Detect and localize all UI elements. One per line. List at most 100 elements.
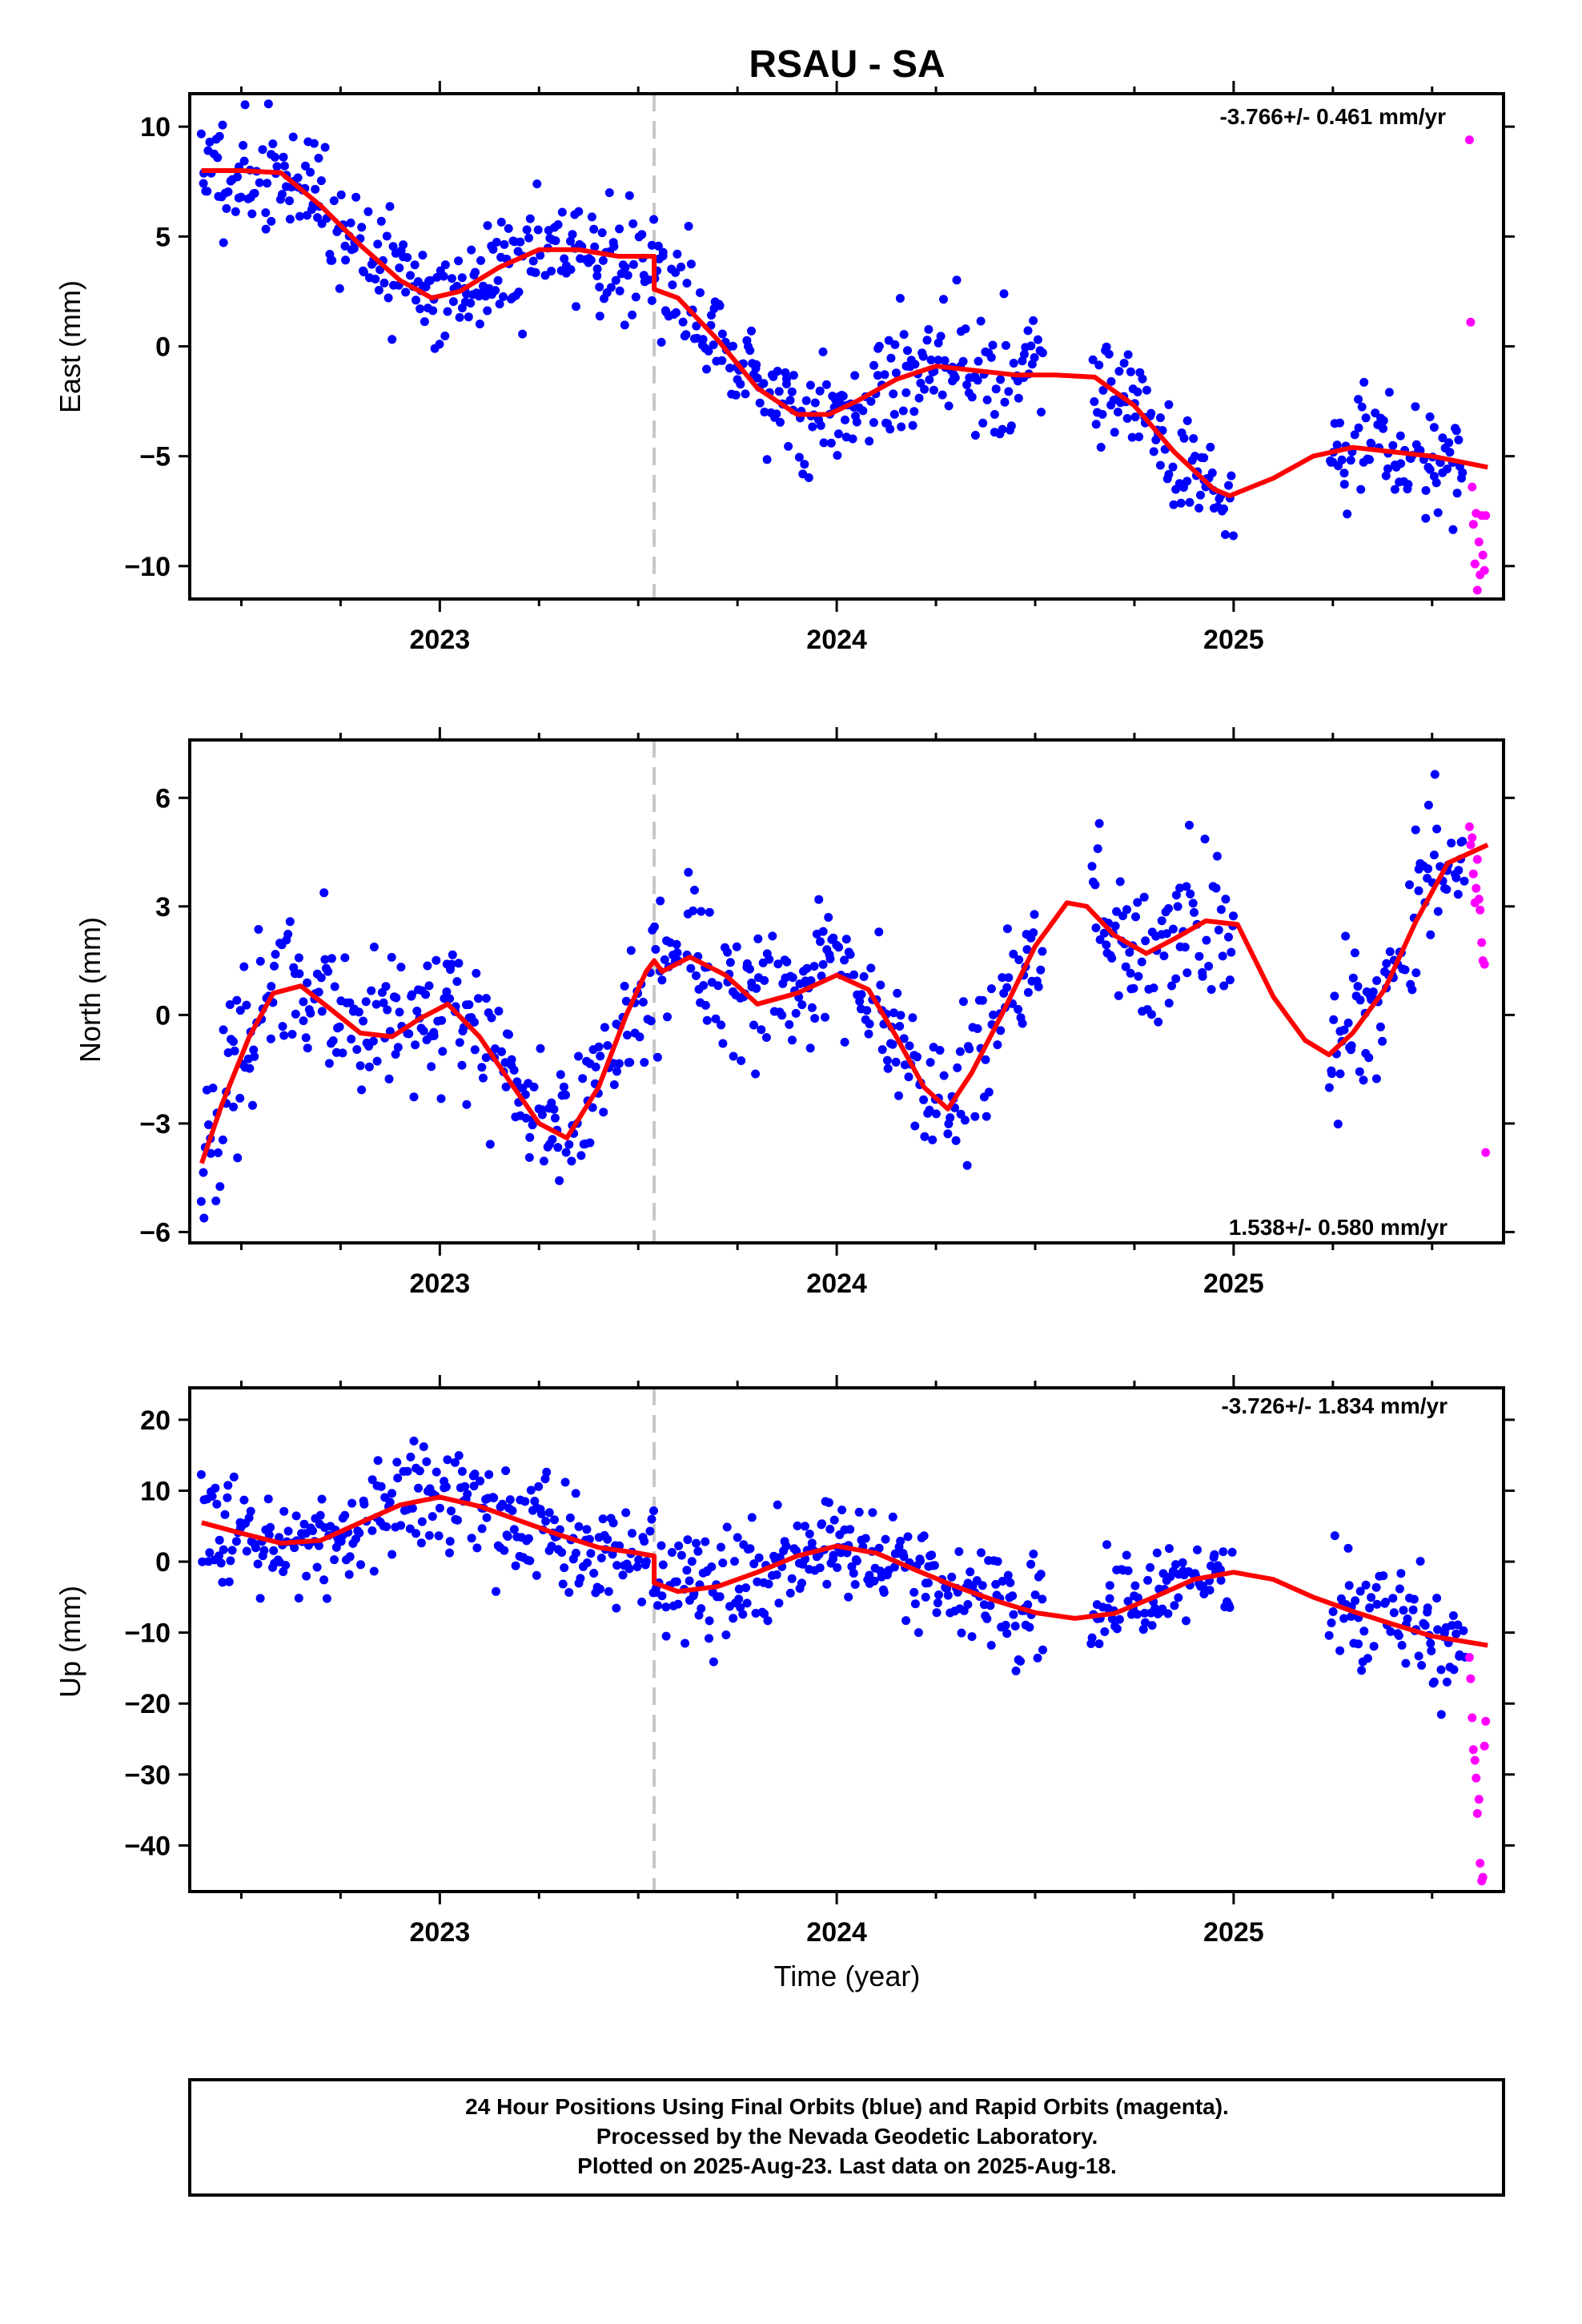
east-final-point xyxy=(500,239,509,249)
north-final-point xyxy=(998,973,1007,983)
up-final-point xyxy=(852,1556,861,1566)
north-ytick-label: −6 xyxy=(139,1217,171,1248)
north-final-point xyxy=(529,1082,539,1092)
north-ytick-label: 6 xyxy=(155,783,171,814)
east-final-point xyxy=(874,341,884,351)
north-final-point xyxy=(278,1022,287,1031)
north-final-point xyxy=(692,971,701,980)
east-final-point xyxy=(920,384,930,394)
up-final-point xyxy=(223,1481,233,1490)
up-final-point xyxy=(844,1592,853,1602)
east-final-point xyxy=(493,275,503,285)
up-final-point xyxy=(1386,1626,1395,1636)
up-final-point xyxy=(382,1522,391,1531)
east-final-point xyxy=(448,297,458,307)
up-ytick-label: −10 xyxy=(124,1618,171,1649)
east-final-point xyxy=(1098,409,1107,419)
up-final-point xyxy=(674,1541,684,1550)
up-final-point xyxy=(1432,1594,1442,1603)
east-final-point xyxy=(279,161,289,171)
north-final-point xyxy=(620,981,629,991)
north-final-point xyxy=(1423,800,1433,810)
east-final-point xyxy=(301,161,310,171)
up-final-point xyxy=(977,1548,986,1558)
up-final-point xyxy=(1420,1621,1430,1630)
east-final-point xyxy=(316,176,326,186)
up-final-point xyxy=(419,1442,428,1451)
east-final-point xyxy=(418,251,428,260)
north-final-point xyxy=(1229,911,1238,921)
east-final-point xyxy=(1014,393,1023,403)
north-final-point xyxy=(718,1039,728,1048)
east-final-point xyxy=(974,356,983,366)
north-final-point xyxy=(1221,895,1231,904)
east-final-point xyxy=(474,292,484,301)
up-final-point xyxy=(888,1512,897,1522)
east-final-point xyxy=(560,254,569,263)
up-final-point xyxy=(359,1499,369,1509)
north-final-point xyxy=(487,1013,496,1023)
up-final-point xyxy=(367,1526,377,1535)
north-final-point xyxy=(306,1008,315,1018)
up-final-point xyxy=(1396,1569,1406,1578)
up-final-point xyxy=(718,1558,728,1568)
north-final-point xyxy=(1216,905,1226,915)
north-final-point xyxy=(372,1056,382,1066)
up-final-point xyxy=(393,1474,403,1483)
east-final-point xyxy=(1146,408,1156,418)
east-final-point xyxy=(671,267,681,277)
up-rapid-point xyxy=(1464,1653,1474,1663)
east-final-point xyxy=(1094,360,1104,370)
east-rapid-point xyxy=(1466,317,1476,327)
east-final-point xyxy=(1004,387,1014,396)
up-final-point xyxy=(715,1592,725,1602)
up-final-point xyxy=(503,1532,512,1541)
up-rapid-point xyxy=(1474,1795,1484,1804)
up-final-point xyxy=(369,1566,379,1576)
east-final-point xyxy=(382,231,391,241)
east-final-point xyxy=(1090,397,1099,406)
up-final-point xyxy=(1433,1625,1443,1634)
north-final-point xyxy=(788,1035,797,1045)
up-final-point xyxy=(1025,1622,1034,1632)
north-final-point xyxy=(429,1031,439,1040)
up-final-point xyxy=(645,1526,655,1536)
east-final-point xyxy=(247,209,257,219)
north-final-point xyxy=(1359,1076,1368,1085)
east-final-point xyxy=(376,216,386,226)
north-final-point xyxy=(1023,987,1033,997)
east-final-point xyxy=(628,219,638,228)
up-final-point xyxy=(1163,1609,1173,1618)
east-final-point xyxy=(320,143,330,152)
north-final-point xyxy=(690,886,699,895)
up-final-point xyxy=(807,1538,817,1548)
east-final-point xyxy=(653,241,663,251)
north-final-point xyxy=(1129,983,1138,993)
north-final-point xyxy=(369,943,379,951)
up-final-point xyxy=(721,1630,731,1639)
north-final-point xyxy=(821,1012,829,1022)
north-final-point xyxy=(1029,928,1038,938)
up-final-point xyxy=(322,1594,331,1603)
north-final-point xyxy=(1014,955,1024,964)
up-final-point xyxy=(1357,1666,1367,1675)
east-final-point xyxy=(1113,408,1122,416)
north-final-point xyxy=(1405,880,1414,890)
up-final-point xyxy=(785,1588,795,1598)
east-xtick-label: 2023 xyxy=(410,625,471,655)
north-final-point xyxy=(1186,889,1195,899)
east-final-point xyxy=(1425,464,1435,474)
north-ytick-label: 0 xyxy=(155,1000,171,1031)
up-plot-area xyxy=(196,1388,1491,1892)
east-final-point xyxy=(929,385,938,395)
up-final-point xyxy=(1143,1575,1153,1585)
north-final-point xyxy=(855,996,865,1006)
north-final-point xyxy=(1126,968,1135,978)
east-final-point xyxy=(789,371,798,380)
north-final-point xyxy=(497,1047,506,1056)
east-final-point xyxy=(936,332,946,341)
north-final-point xyxy=(1115,877,1125,887)
east-final-point xyxy=(934,338,943,348)
up-final-point xyxy=(982,1614,992,1623)
